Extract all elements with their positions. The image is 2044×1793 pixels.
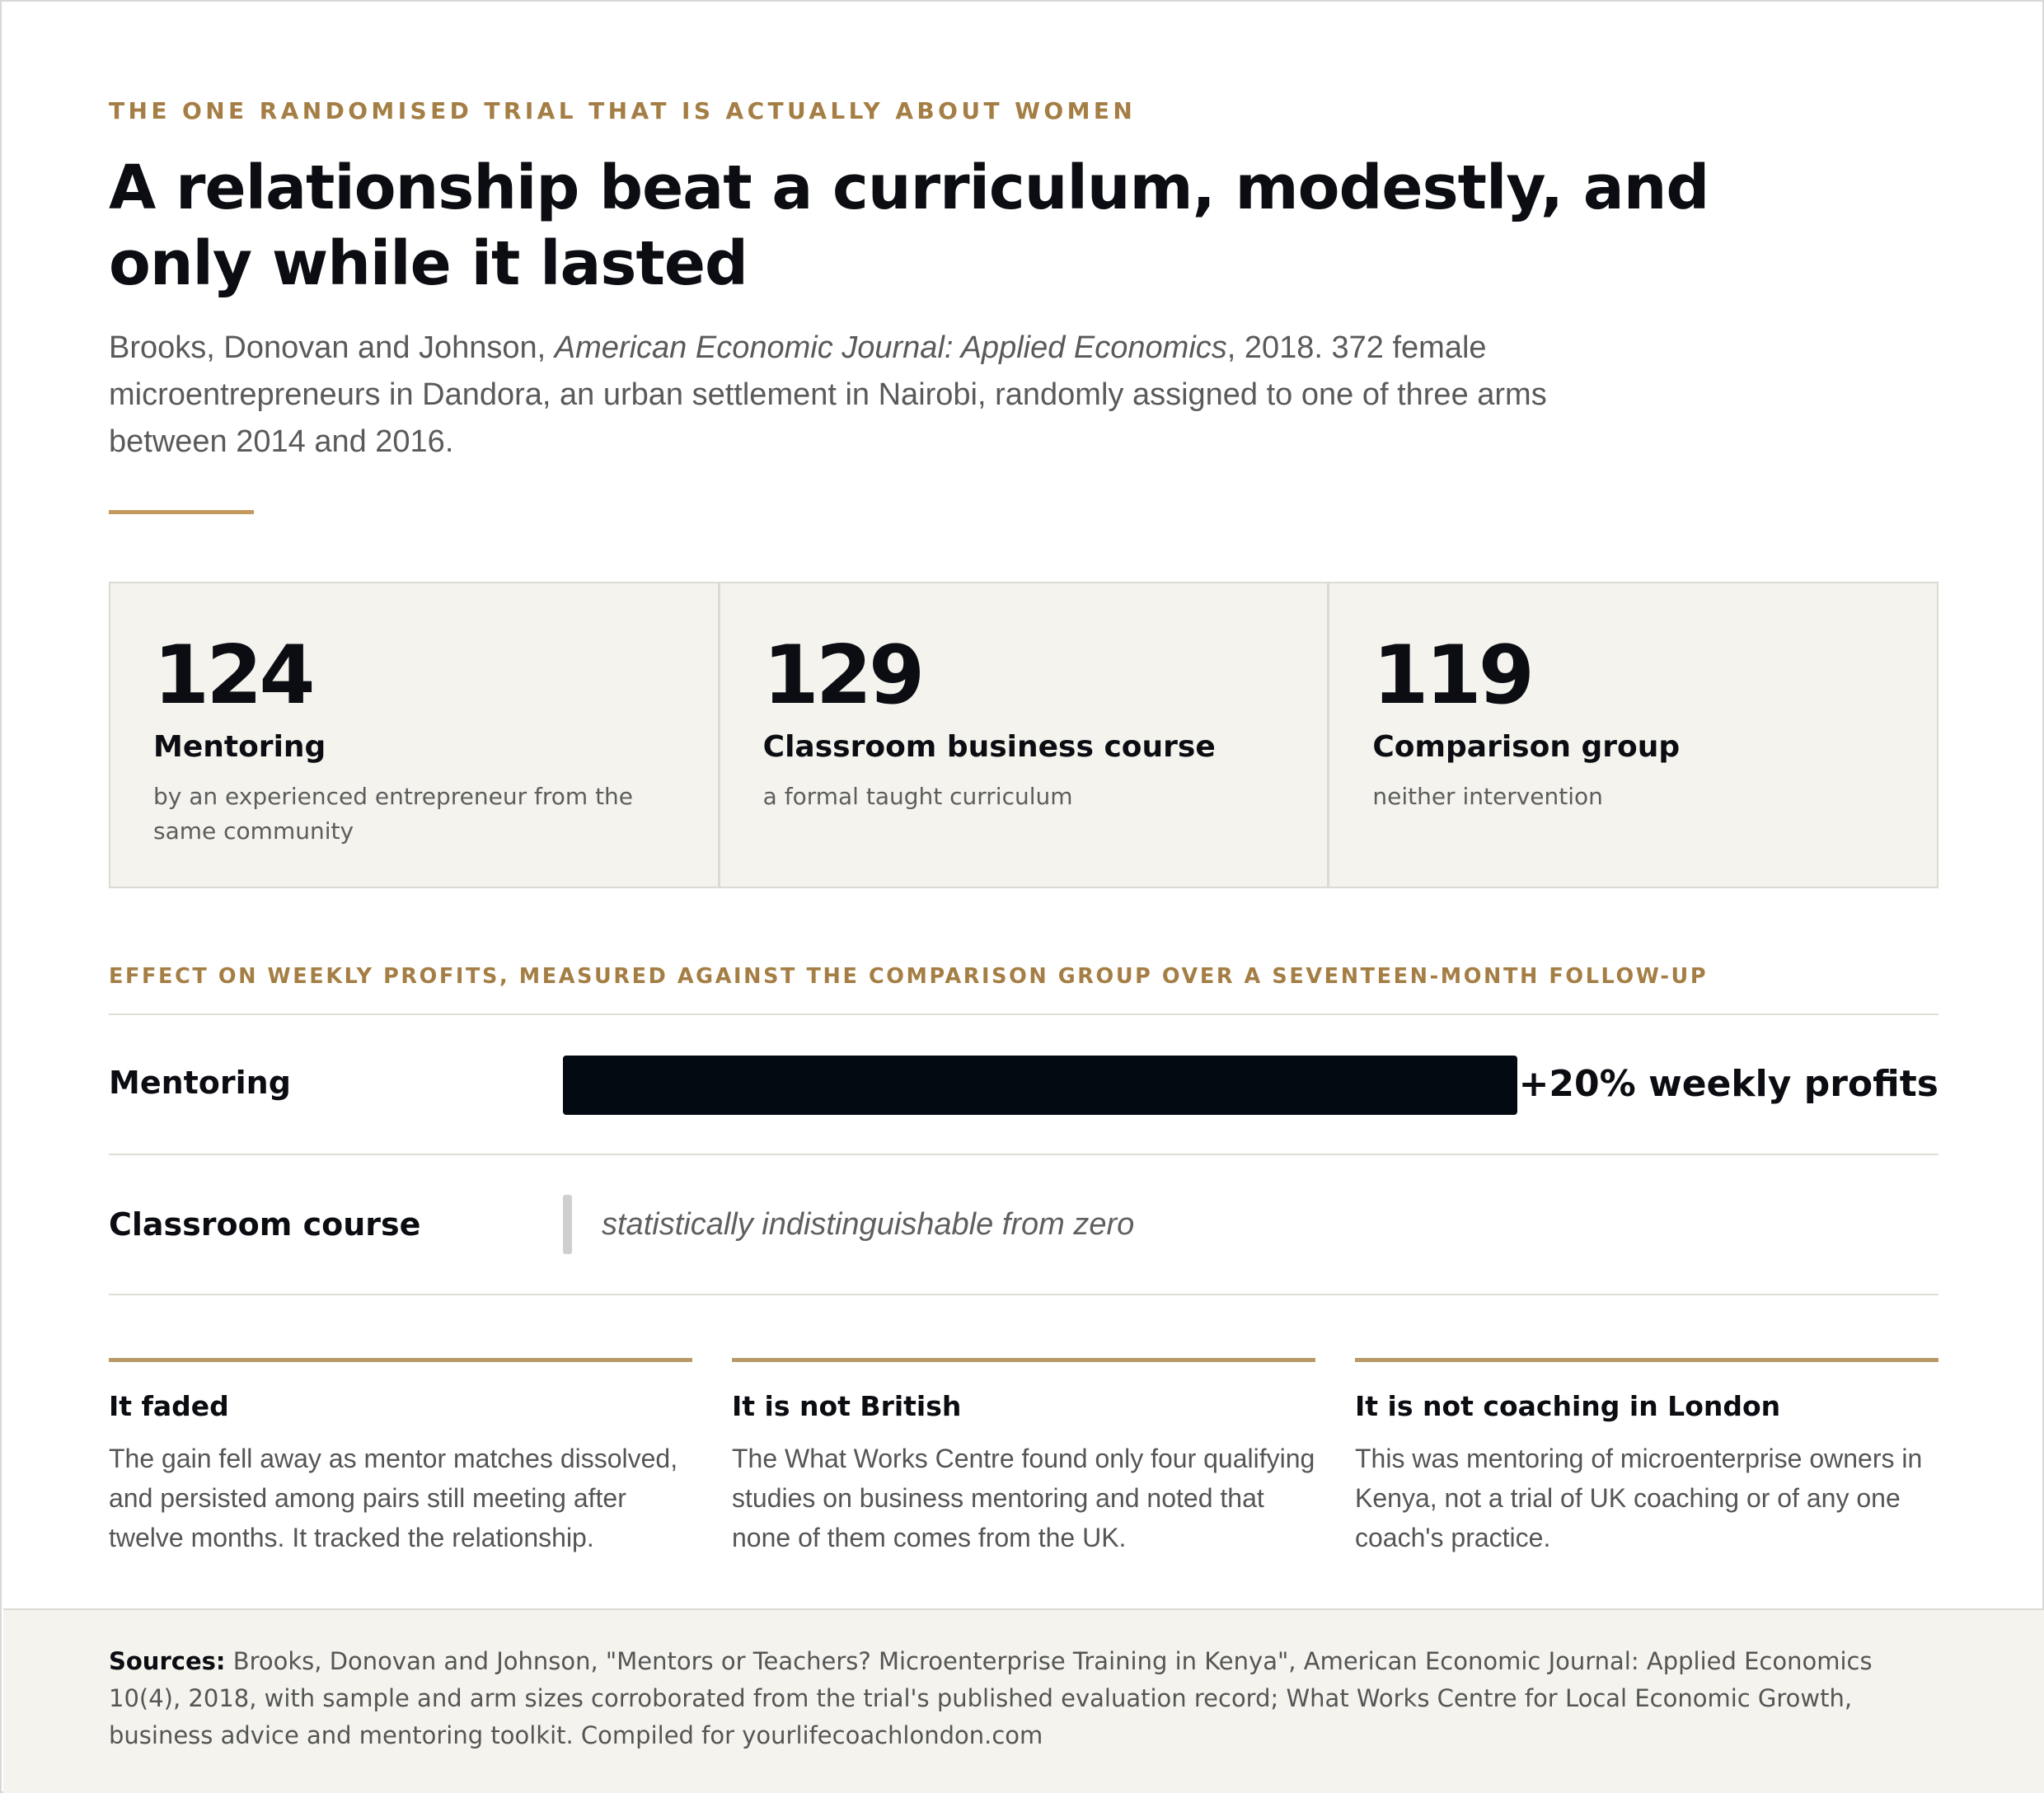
- arm-description: by an experienced entrepreneur from the …: [153, 783, 634, 845]
- arm-label: Classroom business course: [762, 730, 1216, 764]
- category-label-mentoring: Mentoring: [109, 1065, 291, 1101]
- sources-text: Sources: Brooks, Donovan and Johnson, "M…: [109, 1643, 1939, 1754]
- divider: [109, 1014, 1939, 1015]
- subtitle-journal: American Economic Journal: Applied Econo…: [554, 330, 1227, 365]
- sources-footer: Sources: Brooks, Donovan and Johnson, "M…: [3, 1608, 2044, 1793]
- sources-label: Sources:: [109, 1647, 226, 1675]
- note-body: The gain fell away as mentor matches dis…: [109, 1444, 678, 1552]
- caveat-notes: It faded The gain fell away as mentor ma…: [109, 1358, 1939, 1564]
- data-label-mentoring: +20% weekly profits: [1518, 1063, 1939, 1105]
- sources-body: Brooks, Donovan and Johnson, "Mentors or…: [109, 1647, 1873, 1749]
- divider: [109, 1154, 1939, 1155]
- note-rule: [1355, 1358, 1939, 1362]
- zero-marker-classroom: [563, 1195, 572, 1254]
- note-faded: It faded The gain fell away as mentor ma…: [109, 1358, 692, 1557]
- arm-count: 124: [153, 629, 316, 723]
- note-rule: [109, 1358, 692, 1362]
- subtitle-authors: Brooks, Donovan and Johnson,: [109, 330, 555, 365]
- note-body: The What Works Centre found only four qu…: [732, 1444, 1315, 1552]
- divider: [109, 1294, 1939, 1295]
- note-body: This was mentoring of microenterprise ow…: [1355, 1444, 1923, 1552]
- accent-rule: [109, 510, 254, 514]
- eyebrow: THE ONE RANDOMISED TRIAL THAT IS ACTUALL…: [109, 97, 1137, 124]
- note-title: It is not coaching in London: [1355, 1390, 1781, 1422]
- arm-card-comparison: 119 Comparison group neither interventio…: [1329, 583, 1937, 887]
- note-not-london: It is not coaching in London This was me…: [1355, 1358, 1939, 1557]
- arm-count: 129: [762, 629, 926, 723]
- arm-card-mentoring: 124 Mentoring by an experienced entrepre…: [110, 583, 720, 887]
- category-label-classroom: Classroom course: [109, 1206, 421, 1243]
- note-rule: [732, 1358, 1315, 1362]
- note-title: It faded: [109, 1390, 229, 1422]
- arm-card-classroom: 129 Classroom business course a formal t…: [720, 583, 1330, 887]
- arm-label: Comparison group: [1372, 730, 1681, 764]
- arm-cards: 124 Mentoring by an experienced entrepre…: [109, 582, 1939, 888]
- subtitle-rest: , 2018. 372 female microentrepreneurs in…: [109, 330, 1547, 459]
- subtitle: Brooks, Donovan and Johnson, American Ec…: [109, 325, 1592, 466]
- note-not-british: It is not British The What Works Centre …: [732, 1358, 1315, 1557]
- arm-description: a formal taught curriculum: [762, 783, 1073, 810]
- arm-label: Mentoring: [153, 730, 326, 764]
- bar-mentoring: [563, 1056, 1517, 1115]
- page-title: A relationship beat a curriculum, modest…: [109, 152, 1709, 299]
- arm-description: neither intervention: [1372, 783, 1603, 810]
- data-label-classroom: statistically indistinguishable from zer…: [602, 1207, 1135, 1242]
- chart-title: EFFECT ON WEEKLY PROFITS, MEASURED AGAIN…: [109, 964, 1709, 989]
- note-title: It is not British: [732, 1390, 962, 1422]
- arm-count: 119: [1372, 629, 1535, 723]
